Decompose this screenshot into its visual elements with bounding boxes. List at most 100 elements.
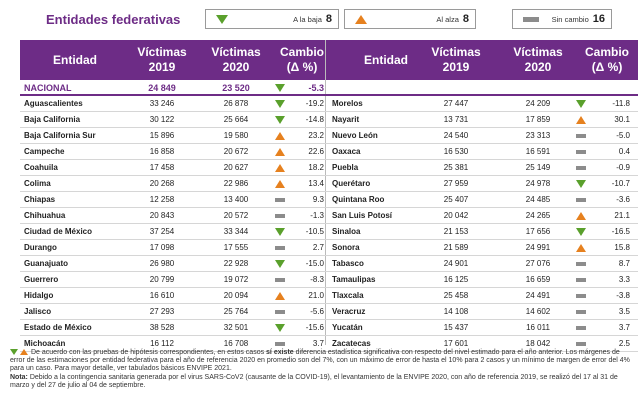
victims-2020-left: 20 572 bbox=[223, 211, 249, 220]
victims-2019-right: 25 381 bbox=[443, 163, 469, 172]
state-name-left: Guanajuato bbox=[24, 259, 69, 268]
table-row: Baja California 30 122 25 664 -14.8 Nayarit 1… bbox=[20, 112, 638, 128]
change-pct-left: -5.6 bbox=[310, 307, 324, 316]
victims-2020-left: 19 580 bbox=[223, 131, 249, 140]
victims-2019-left: 27 293 bbox=[149, 307, 175, 316]
legend-up-label: Al alza bbox=[436, 14, 459, 24]
victims-2019-right: 25 407 bbox=[443, 195, 469, 204]
state-name-left: NACIONAL bbox=[24, 83, 72, 93]
dash-icon bbox=[275, 246, 285, 250]
row-separator bbox=[20, 111, 638, 112]
state-name-left: Jalisco bbox=[24, 307, 52, 316]
table-row: Guerrero 20 799 19 072 -8.3 Tamaulipas 16 125… bbox=[20, 272, 638, 288]
change-pct-left: -1.3 bbox=[310, 211, 324, 220]
change-pct-left: -15.0 bbox=[305, 259, 324, 268]
victims-2019-right: 25 458 bbox=[443, 291, 469, 300]
change-pct-right: -0.9 bbox=[616, 163, 630, 172]
victims-2019-left: 17 458 bbox=[149, 163, 175, 172]
dash-icon bbox=[576, 278, 586, 282]
victims-2019-left: 33 246 bbox=[149, 99, 175, 108]
change-pct-right: 3.5 bbox=[618, 307, 630, 316]
victims-2019-left: 37 254 bbox=[149, 227, 175, 236]
triangle-up-icon bbox=[275, 148, 285, 156]
row-separator bbox=[20, 303, 638, 304]
header-victimas-2019-right: Víctimas 2019 bbox=[431, 45, 481, 74]
victims-2020-left: 33 344 bbox=[223, 227, 249, 236]
table-row: Baja California Sur 15 896 19 580 23.2 Nuevo… bbox=[20, 128, 638, 144]
victims-2019-right: 16 530 bbox=[443, 147, 469, 156]
change-pct-right: 15.8 bbox=[614, 243, 630, 252]
legend-up-count: 8 bbox=[462, 13, 469, 25]
row-separator bbox=[20, 143, 638, 144]
top-bar: Entidades federativas A la baja 8 Al alz… bbox=[0, 0, 640, 38]
victims-2019-left: 16 112 bbox=[150, 339, 174, 348]
dash-icon bbox=[275, 214, 285, 218]
row-separator bbox=[20, 207, 638, 208]
state-name-right: Nayarit bbox=[332, 115, 360, 124]
table-row: Durango 17 098 17 555 2.7 Sonora 21 589 24 991… bbox=[20, 240, 638, 256]
dash-icon bbox=[576, 310, 586, 314]
legend-none-count: 16 bbox=[592, 13, 605, 25]
victims-2019-right: 16 125 bbox=[443, 275, 469, 284]
change-pct-left: 9.3 bbox=[312, 195, 324, 204]
state-name-right: Oaxaca bbox=[332, 147, 361, 156]
victims-2019-left: 38 528 bbox=[149, 323, 175, 332]
victims-2019-left: 20 843 bbox=[149, 211, 175, 220]
dash-icon bbox=[576, 342, 586, 346]
header-cambio-right: Cambio (Δ %) bbox=[584, 45, 629, 74]
row-separator bbox=[20, 159, 638, 160]
victims-2020-right: 23 313 bbox=[525, 131, 551, 140]
triangle-down-icon bbox=[275, 228, 285, 236]
change-pct-right: 0.4 bbox=[618, 147, 630, 156]
triangle-down-icon bbox=[576, 180, 586, 188]
row-separator bbox=[20, 191, 638, 192]
victims-2020-right: 24 485 bbox=[525, 195, 551, 204]
dash-icon bbox=[275, 342, 285, 346]
footnotes: De acuerdo con las pruebas de hipótesis … bbox=[10, 349, 635, 390]
change-pct-left: -8.3 bbox=[310, 275, 324, 284]
triangle-down-icon bbox=[576, 228, 586, 236]
state-name-right: Sonora bbox=[332, 243, 360, 252]
state-name-left: Baja California bbox=[24, 115, 81, 124]
change-pct-left: 21.0 bbox=[308, 291, 324, 300]
row-separator bbox=[20, 175, 638, 176]
victims-2020-right: 16 591 bbox=[525, 147, 551, 156]
state-name-left: Baja California Sur bbox=[24, 131, 96, 140]
state-name-left: Aguascalientes bbox=[24, 99, 83, 108]
victims-2020-right: 24 991 bbox=[525, 243, 551, 252]
state-name-left: Colima bbox=[24, 179, 51, 188]
table-row: Campeche 16 858 20 672 22.6 Oaxaca 16 530 16 5… bbox=[20, 144, 638, 160]
state-name-right: Puebla bbox=[332, 163, 359, 172]
change-pct-left: 2.7 bbox=[312, 243, 324, 252]
victims-2019-left: 15 896 bbox=[149, 131, 175, 140]
table-row: Coahuila 17 458 20 627 18.2 Puebla 25 381 25 1… bbox=[20, 160, 638, 176]
dash-icon bbox=[275, 310, 285, 314]
state-name-left: Campeche bbox=[24, 147, 65, 156]
victims-2020-left: 16 708 bbox=[223, 339, 249, 348]
state-name-right: Tamaulipas bbox=[332, 275, 376, 284]
state-name-right: Tabasco bbox=[332, 259, 364, 268]
row-separator bbox=[20, 319, 638, 320]
victims-2019-right: 21 153 bbox=[443, 227, 469, 236]
change-pct-right: -3.6 bbox=[616, 195, 630, 204]
state-name-right: Morelos bbox=[332, 99, 363, 108]
triangle-down-icon bbox=[275, 84, 285, 92]
row-separator bbox=[20, 287, 638, 288]
victims-2020-left: 22 986 bbox=[223, 179, 249, 188]
triangle-up-icon bbox=[275, 180, 285, 188]
victims-2020-left: 13 400 bbox=[223, 195, 249, 204]
row-separator bbox=[20, 127, 638, 128]
victims-2020-left: 25 764 bbox=[223, 307, 249, 316]
triangle-down-icon bbox=[10, 349, 18, 356]
change-pct-right: 2.5 bbox=[618, 339, 630, 348]
triangle-up-icon bbox=[576, 244, 586, 252]
triangle-down-icon bbox=[275, 260, 285, 268]
victims-2020-right: 14 602 bbox=[525, 307, 551, 316]
change-pct-left: 13.4 bbox=[308, 179, 324, 188]
victims-2020-right: 24 209 bbox=[525, 99, 551, 108]
header-entidad-right: Entidad bbox=[364, 52, 408, 67]
dash-icon bbox=[523, 16, 539, 22]
triangle-up-icon bbox=[275, 132, 285, 140]
state-name-left: Estado de México bbox=[24, 323, 92, 332]
state-name-left: Coahuila bbox=[24, 163, 58, 172]
